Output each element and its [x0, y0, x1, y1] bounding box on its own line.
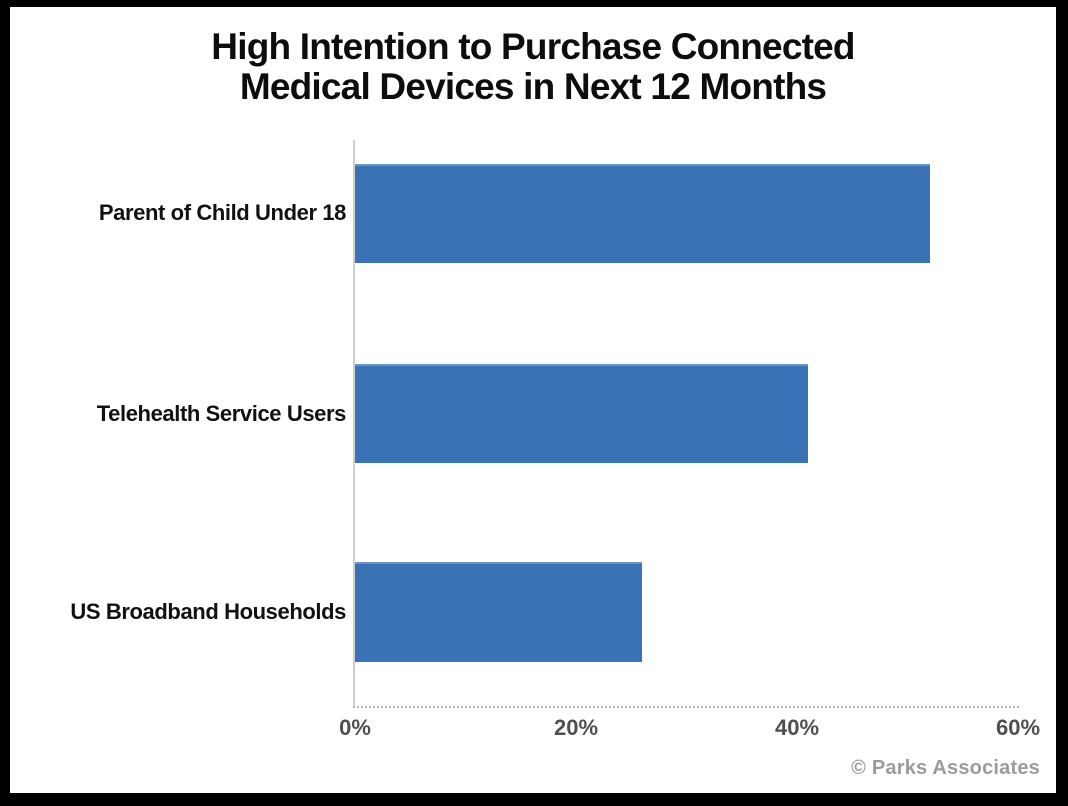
chart-title-line-1: High Intention to Purchase Connected — [211, 26, 855, 67]
x-axis-baseline — [353, 706, 1019, 708]
bar-us-broadband-households — [355, 562, 643, 662]
bar-parent-of-child-under-18 — [355, 164, 930, 263]
x-axis-tick-label-20: 20% — [553, 715, 599, 740]
category-label-telehealth-service-users: Telehealth Service Users — [96, 401, 347, 426]
chart-title-line-2: Medical Devices in Next 12 Months — [239, 65, 827, 107]
copyright-credit: © Parks Associates — [851, 757, 1040, 779]
x-axis-tick-label-60: 60% — [995, 715, 1041, 740]
x-axis-tick-label-0: 0% — [339, 715, 371, 740]
chart-canvas: High Intention to Purchase Connected Med… — [10, 7, 1056, 793]
plot-area: 0% 20% 40% 60% — [339, 140, 1040, 740]
y-axis-line — [353, 140, 355, 706]
category-label-parent-of-child-under-18: Parent of Child Under 18 — [98, 200, 347, 225]
category-label-us-broadband-households: US Broadband Households — [70, 599, 346, 624]
chart-title: High Intention to Purchase Connected Med… — [10, 27, 1056, 106]
bar-telehealth-service-users — [355, 364, 809, 463]
x-axis-tick-label-40: 40% — [774, 715, 820, 740]
